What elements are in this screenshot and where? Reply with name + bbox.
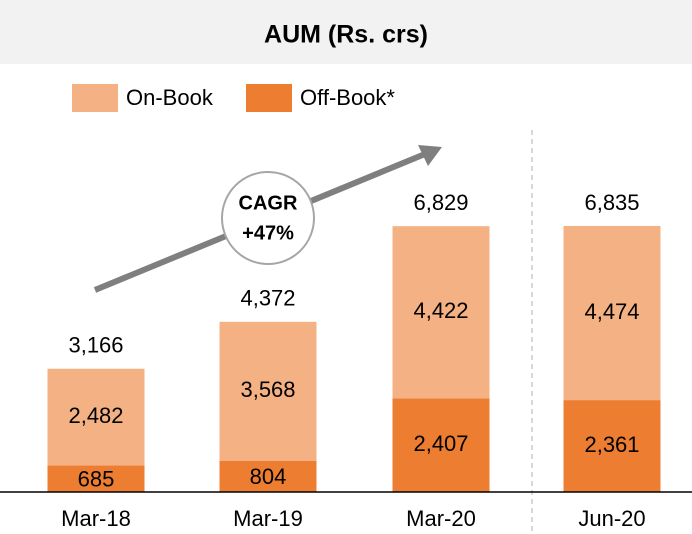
annotation: CAGR xyxy=(239,192,298,214)
segment-label: 804 xyxy=(250,464,287,489)
arrow-head xyxy=(418,145,442,166)
segment-label: 3,568 xyxy=(240,377,295,402)
x-tick-label: Mar-19 xyxy=(233,506,303,531)
title-band xyxy=(0,0,692,64)
x-tick-label: Jun-20 xyxy=(578,506,645,531)
x-tick-label: Mar-20 xyxy=(406,506,476,531)
segment-label: 2,361 xyxy=(584,432,639,457)
x-tick-label: Mar-18 xyxy=(61,506,131,531)
bar-segment xyxy=(219,460,317,492)
segment-label: 2,407 xyxy=(413,431,468,456)
cagr-circle xyxy=(221,171,315,265)
bar-segment xyxy=(47,465,145,492)
bar-segment xyxy=(47,368,145,466)
total-label: 3,166 xyxy=(68,333,123,358)
segment-label: 685 xyxy=(78,466,115,491)
total-label: 6,835 xyxy=(584,190,639,215)
total-label: 6,829 xyxy=(413,190,468,215)
total-label: 4,372 xyxy=(240,286,295,311)
annotation: +47% xyxy=(242,222,294,244)
segment-label: 4,422 xyxy=(413,298,468,323)
bar-segment xyxy=(392,398,490,492)
segment-label: 4,474 xyxy=(584,299,639,324)
bar-segment xyxy=(563,225,661,401)
bar-segment xyxy=(392,226,490,399)
chart-title: AUM (Rs. crs) xyxy=(264,21,428,49)
legend-swatch xyxy=(72,84,118,112)
bar-segment xyxy=(219,321,317,461)
legend-swatch xyxy=(246,84,292,112)
legend-label: On-Book xyxy=(126,85,214,110)
segment-label: 2,482 xyxy=(68,403,123,428)
bar-segment xyxy=(563,400,661,492)
legend-label: Off-Book* xyxy=(300,85,395,110)
